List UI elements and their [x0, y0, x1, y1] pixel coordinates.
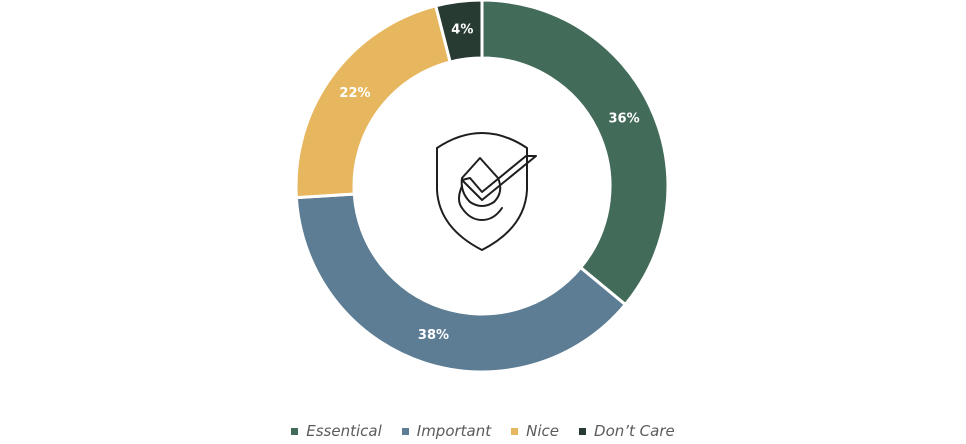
legend-label: Nice — [526, 422, 560, 440]
legend-label: Important — [416, 422, 492, 440]
legend-swatch — [579, 427, 587, 435]
slice-essentical — [480, 0, 670, 307]
legend-label: Don’t Care — [594, 422, 675, 440]
slice-label: 36% — [608, 112, 639, 127]
legend-item: Don’t Care — [579, 422, 675, 440]
slice-label: 22% — [339, 86, 370, 101]
legend-item: Essentical — [291, 422, 382, 440]
legend-swatch — [401, 427, 409, 435]
chart-legend: Essentical Important Nice Don’t Care — [0, 422, 966, 440]
slice-nice — [294, 4, 452, 200]
slice-don-t-care — [433, 0, 484, 64]
legend-item: Nice — [511, 422, 559, 440]
slice-important — [294, 192, 628, 374]
legend-swatch — [511, 427, 519, 435]
donut-slice-labels: 36% 38% 22% 4% — [339, 23, 639, 343]
shield-check-icon — [436, 132, 537, 251]
legend-item: Important — [401, 422, 492, 440]
slice-label: 4% — [451, 23, 473, 38]
legend-label: Essentical — [306, 422, 382, 440]
donut-slices — [294, 0, 670, 374]
slice-label: 38% — [418, 328, 449, 343]
legend-swatch — [291, 427, 299, 435]
